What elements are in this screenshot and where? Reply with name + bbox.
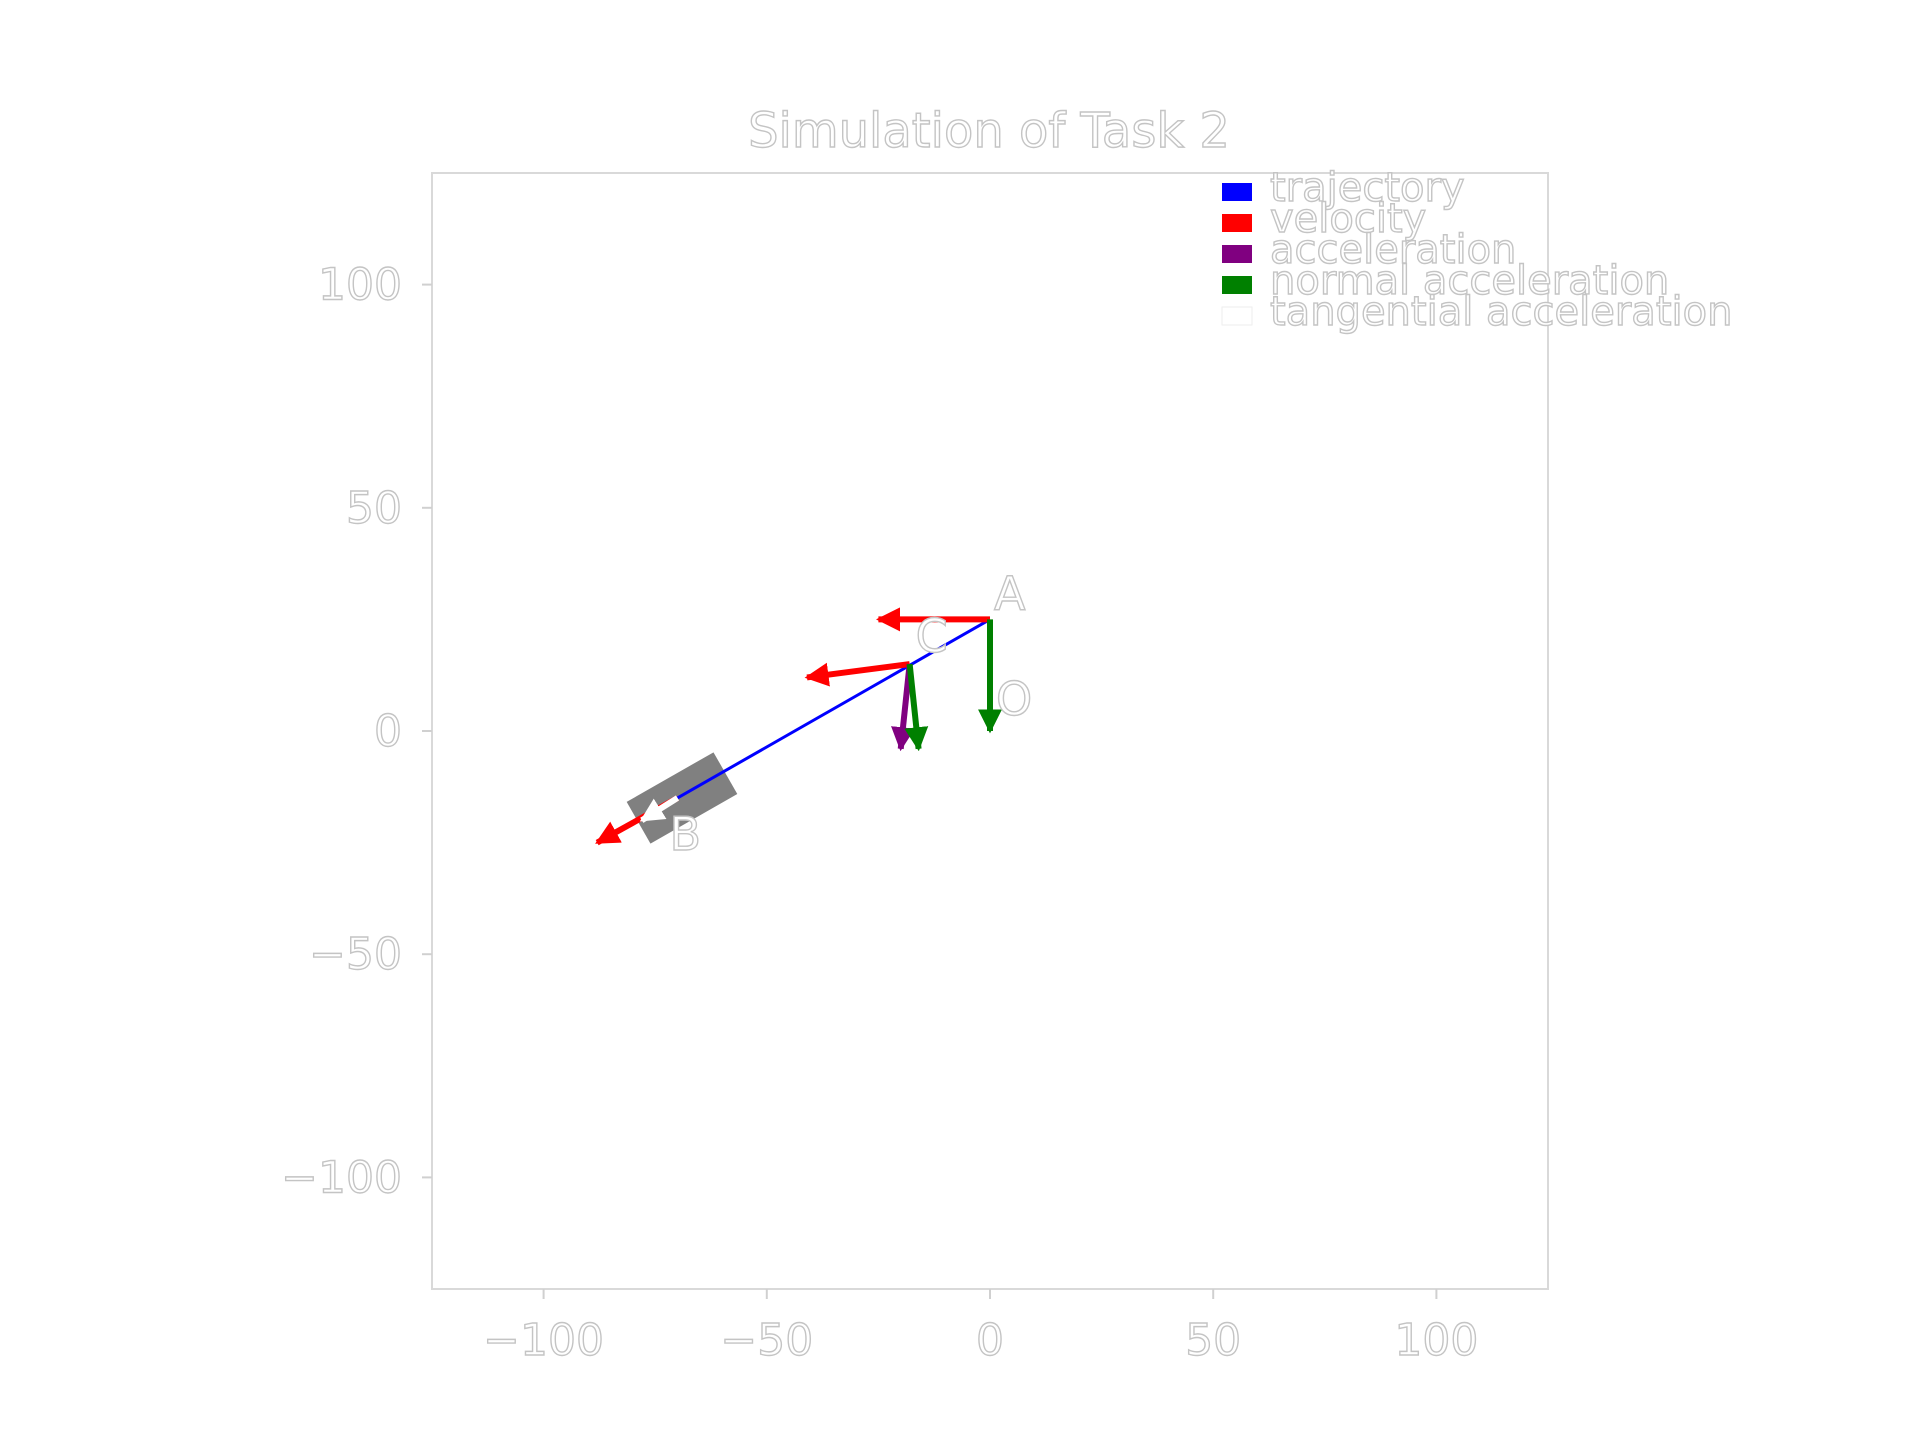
point-labels: A B CO [669,566,1033,862]
y-tick-label: 50 [346,483,402,534]
x-axis: −100 −50 0 50 100 [482,1289,1479,1367]
legend-label: acceleration [1270,227,1516,273]
x-tick-label: 50 [1185,1315,1241,1366]
plot-marks [595,607,1002,846]
legend-swatch [1221,306,1253,326]
tangential-acceleration-vector [639,795,680,823]
legend-swatch [1222,245,1252,263]
velocity-vector [804,661,911,687]
x-tick-label: −100 [483,1315,604,1366]
normal-acceleration-vector [904,663,929,752]
legend-label: tangential acceleration [1270,289,1732,335]
y-tick-label: 0 [374,706,402,757]
chart-title: Simulation of Task 2 [748,103,1230,159]
legend-swatch [1222,276,1252,294]
trajectory-line [676,618,991,800]
legend-swatch [1222,214,1252,232]
y-tick-label: 100 [318,260,402,311]
point-label-c: C [916,609,948,663]
legend-label: normal acceleration [1270,258,1669,304]
point-label-a: A [994,566,1026,620]
y-tick-label: −50 [309,929,402,980]
legend-swatch [1222,183,1252,201]
x-tick-label: 100 [1394,1315,1478,1366]
point-label-b: B [670,807,702,861]
legend-label: velocity [1270,196,1426,242]
x-tick-label: 0 [976,1315,1004,1366]
x-tick-label: −50 [720,1315,813,1366]
y-axis: −100 −50 0 50 100 [280,259,432,1204]
y-tick-label: −100 [281,1152,402,1203]
legend-label: trajectory [1270,165,1465,211]
point-label-o: O [996,672,1032,726]
